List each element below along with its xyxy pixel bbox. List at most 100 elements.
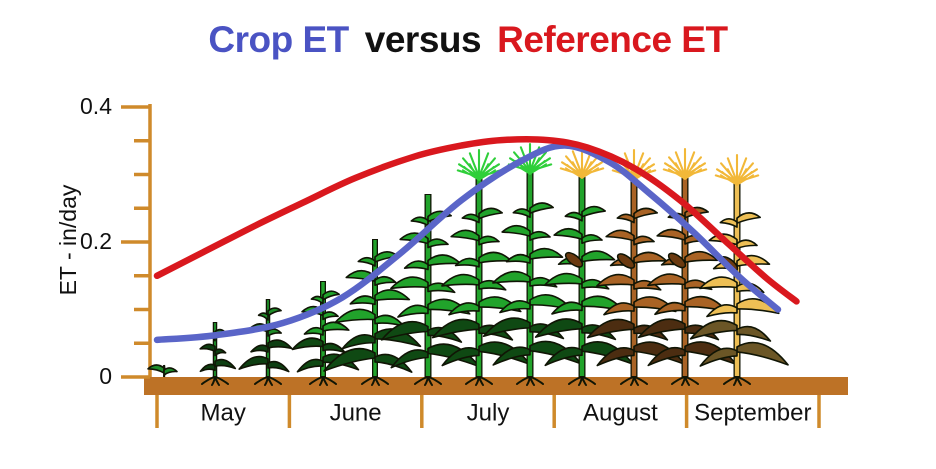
corn-leaf: [699, 347, 738, 367]
tassel-strand: [735, 174, 760, 184]
corn-leaf: [441, 273, 480, 287]
corn-leaf: [199, 343, 216, 353]
corn-plant-mature: [637, 147, 737, 386]
corn-leaf: [706, 304, 738, 318]
corn-leaf: [374, 276, 397, 286]
corn-leaf: [684, 251, 719, 264]
corn-leaf: [374, 289, 411, 302]
corn-leaf: [492, 270, 531, 284]
month-label: June: [330, 399, 382, 426]
corn-roots: [201, 376, 229, 386]
corn-leaf: [291, 337, 324, 351]
title-crop-et: Crop ET: [208, 19, 349, 60]
corn-leaf: [267, 307, 282, 317]
corn-leaf: [427, 282, 456, 294]
corn-leaf: [505, 253, 531, 264]
corn-leaf: [478, 279, 507, 291]
corn-leaf: [689, 319, 738, 340]
month-label: September: [694, 399, 811, 426]
tassel-strand: [632, 152, 645, 179]
month-label: May: [201, 399, 246, 426]
y-tick-label: 0: [99, 363, 112, 389]
corn-leaf: [403, 260, 429, 271]
tassel-strand: [528, 163, 553, 173]
corn-leaf: [461, 213, 480, 224]
corn-leaf: [534, 318, 583, 338]
corn-leaf: [322, 311, 339, 321]
corn-leaf: [380, 320, 429, 341]
corn-leaf: [448, 302, 480, 316]
tassel-strand: [571, 150, 584, 177]
corn-roots: [309, 376, 337, 386]
tassel-strand: [683, 156, 703, 178]
corn-leaf: [322, 342, 346, 354]
corn-leaf: [637, 318, 686, 339]
tassel-strand: [683, 168, 708, 178]
corn-leaf: [267, 328, 283, 337]
corn-leaf: [296, 358, 324, 373]
corn-plant-young: [323, 239, 422, 386]
tassel-strand: [477, 169, 502, 179]
corn-ear: [564, 251, 584, 268]
corn-leaf: [633, 235, 655, 246]
corn-leaf: [512, 208, 531, 218]
corn-leaf: [529, 202, 554, 214]
y-tick-label: 0.4: [80, 93, 112, 119]
corn-leaf: [357, 256, 376, 267]
corn-leaf: [390, 276, 429, 290]
corn-leaf: [214, 358, 237, 370]
month-label: July: [467, 399, 510, 426]
tassel-strand: [735, 162, 755, 184]
tassel-strand: [469, 163, 480, 181]
corn-leaf: [250, 344, 269, 353]
corn-roots: [620, 376, 648, 386]
corn-plant-sprout: [147, 364, 178, 378]
corn-leaf: [390, 349, 429, 369]
corn-leaf: [322, 321, 350, 332]
corn-leaf: [267, 360, 290, 373]
tassel-strand: [683, 151, 696, 178]
corn-leaf: [736, 298, 780, 315]
corn-leaf: [633, 251, 668, 264]
corn-leaf: [529, 247, 564, 260]
corn-leaf: [647, 273, 686, 287]
corn-tassel: [456, 148, 502, 181]
corn-leaf: [341, 334, 376, 350]
corn-leaf: [322, 290, 340, 301]
corn-leaf: [581, 250, 616, 263]
corn-leaf: [267, 339, 293, 350]
corn-roots: [465, 376, 493, 386]
corn-leaf: [529, 230, 551, 241]
corn-plant-seedling: [199, 322, 237, 386]
y-axis: 0 0.2 0.4 ET - in/day: [55, 93, 152, 389]
corn-leaf: [553, 227, 583, 240]
tassel-strand: [726, 157, 739, 184]
corn-leaf: [544, 272, 583, 286]
corn-leaf: [427, 254, 462, 267]
corn-leaf: [633, 207, 658, 220]
tassel-strand: [477, 152, 490, 179]
reference-et-curve: [153, 136, 800, 305]
corn-roots: [723, 376, 751, 386]
corn-leaf: [544, 346, 583, 367]
y-axis-title: ET - in/day: [55, 184, 81, 295]
corn-leaf: [410, 216, 429, 227]
corn-plant-young: [291, 281, 360, 386]
corn-leaf: [736, 212, 761, 224]
corn-leaf: [349, 295, 376, 306]
corn-ear: [667, 252, 687, 269]
corn-leaf: [257, 312, 269, 321]
corn-leaf: [605, 229, 635, 242]
corn-leaf: [581, 278, 610, 290]
corn-leaf: [303, 326, 324, 336]
x-axis-months: May June July August September: [155, 395, 821, 428]
corn-leaf: [450, 229, 480, 242]
tassel-strand: [632, 157, 652, 179]
title-reference-et: Reference ET: [497, 19, 728, 60]
corn-plant-mature: [534, 146, 634, 386]
corn-leaf: [654, 301, 686, 316]
corn-roots: [568, 376, 596, 386]
corn-leaf: [214, 348, 227, 357]
